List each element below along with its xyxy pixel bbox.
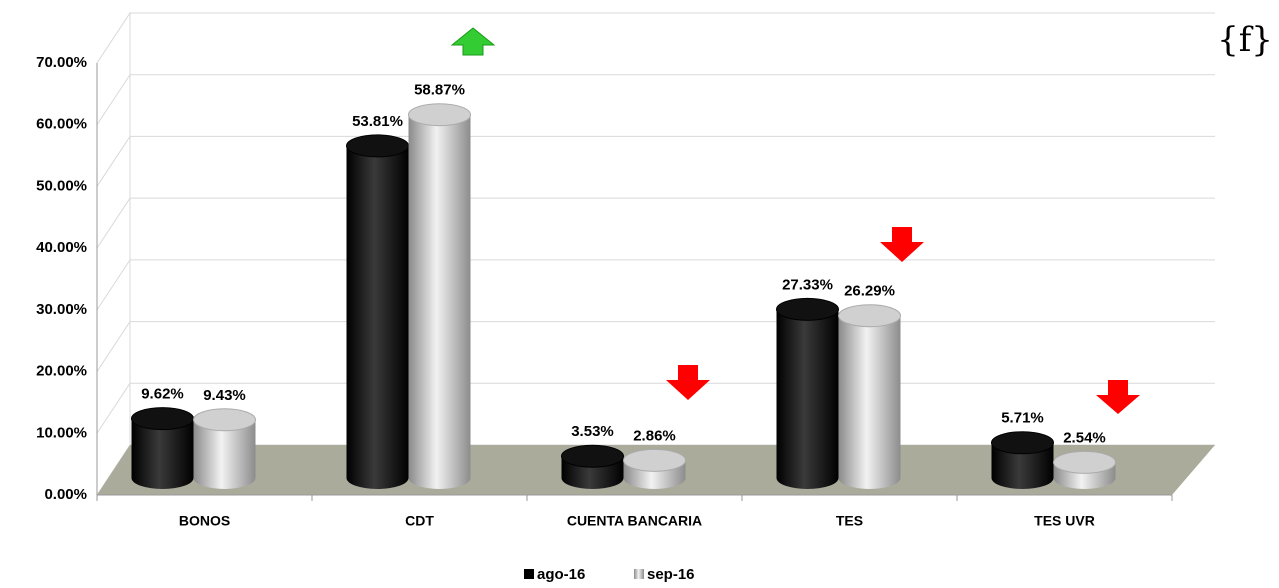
grid-line bbox=[96, 74, 1215, 125]
bar bbox=[776, 309, 839, 478]
watermark: {f} bbox=[1217, 20, 1273, 60]
legend-label: sep-16 bbox=[647, 566, 695, 583]
grid-line bbox=[96, 382, 1215, 434]
bar-cap bbox=[346, 134, 409, 158]
x-tick-label: TES bbox=[836, 513, 863, 529]
y-tick-label: 50.00% bbox=[36, 177, 87, 194]
x-tick-label: CDT bbox=[405, 513, 434, 529]
y-tick-label: 0.00% bbox=[44, 486, 87, 503]
grid-line bbox=[96, 12, 1215, 64]
y-tick-label: 70.00% bbox=[36, 54, 87, 71]
bar bbox=[408, 114, 471, 479]
bar-cap bbox=[131, 407, 194, 431]
value-label: 2.54% bbox=[1063, 429, 1106, 446]
value-label: 26.29% bbox=[844, 283, 895, 300]
bar-cap bbox=[1053, 450, 1116, 474]
legend-swatch bbox=[634, 569, 644, 579]
grid bbox=[96, 12, 1215, 496]
value-label: 3.53% bbox=[571, 423, 614, 440]
bar-cap bbox=[623, 448, 686, 472]
legend-label: ago-16 bbox=[537, 566, 585, 583]
value-label: 9.62% bbox=[141, 386, 184, 403]
value-label: 2.86% bbox=[633, 427, 676, 444]
grid-line bbox=[96, 321, 1215, 372]
bar bbox=[838, 315, 901, 478]
grid-line bbox=[96, 259, 1215, 311]
bar-cap bbox=[408, 103, 471, 127]
bar-cap bbox=[776, 297, 839, 321]
legend-swatch bbox=[524, 569, 534, 579]
value-label: 58.87% bbox=[414, 82, 465, 99]
value-label: 5.71% bbox=[1001, 410, 1044, 427]
y-tick-label: 10.00% bbox=[36, 424, 87, 441]
bar-cap bbox=[193, 408, 256, 432]
y-tick-label: 20.00% bbox=[36, 363, 87, 380]
value-label: 53.81% bbox=[352, 113, 403, 130]
y-tick-label: 40.00% bbox=[36, 239, 87, 256]
y-tick-label: 30.00% bbox=[36, 301, 87, 318]
x-tick-label: CUENTA BANCARIA bbox=[567, 513, 702, 529]
x-tick-label: BONOS bbox=[179, 513, 230, 529]
down-arrow bbox=[880, 227, 924, 262]
bars bbox=[131, 103, 1116, 489]
down-arrow bbox=[666, 365, 710, 400]
bar-cap bbox=[561, 444, 624, 468]
bar-cap bbox=[991, 431, 1054, 455]
value-label: 27.33% bbox=[782, 276, 833, 293]
down-arrow bbox=[1096, 380, 1140, 414]
y-tick-label: 60.00% bbox=[36, 116, 87, 133]
bar-cap bbox=[838, 304, 901, 328]
x-tick-label: TES UVR bbox=[1034, 513, 1095, 529]
up-arrow bbox=[450, 27, 496, 56]
value-label: 9.43% bbox=[203, 387, 246, 404]
grid-line bbox=[96, 135, 1215, 187]
bar bbox=[346, 145, 409, 478]
grid-line bbox=[96, 197, 1215, 249]
